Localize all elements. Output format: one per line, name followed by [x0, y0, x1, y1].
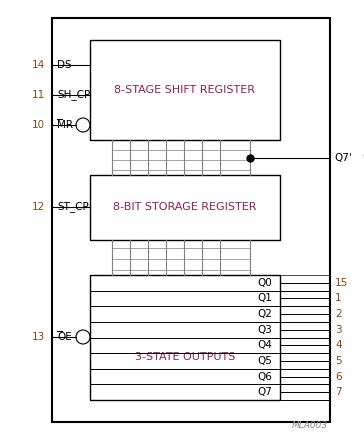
Text: 15: 15 [335, 278, 348, 288]
Text: 5: 5 [335, 356, 342, 366]
Text: Q0: Q0 [258, 278, 272, 288]
Text: 2: 2 [335, 309, 342, 319]
Text: 9: 9 [362, 153, 364, 163]
Bar [90, 40, 280, 140]
Text: Q3: Q3 [258, 325, 272, 335]
Bar [90, 275, 280, 400]
Text: 6: 6 [335, 372, 342, 381]
Text: Q7': Q7' [334, 153, 352, 163]
Text: Q5: Q5 [258, 356, 272, 366]
Text: Q2: Q2 [258, 309, 272, 319]
Text: 10: 10 [32, 120, 45, 130]
Bar [90, 175, 280, 240]
Text: 4: 4 [335, 340, 342, 351]
Text: SH_CP: SH_CP [57, 90, 90, 100]
Text: DS: DS [57, 60, 72, 70]
Bar [52, 18, 330, 422]
Text: MR: MR [57, 120, 73, 130]
Text: 8-BIT STORAGE REGISTER: 8-BIT STORAGE REGISTER [113, 202, 257, 213]
Text: 12: 12 [32, 202, 45, 212]
Text: Q4: Q4 [258, 340, 272, 351]
Text: OE: OE [57, 332, 72, 342]
Text: 8-STAGE SHIFT REGISTER: 8-STAGE SHIFT REGISTER [115, 85, 256, 95]
Text: Q1: Q1 [258, 293, 272, 304]
Text: ST_CP: ST_CP [57, 202, 89, 213]
Text: 11: 11 [32, 90, 45, 100]
Text: Q7: Q7 [258, 387, 272, 397]
Text: 3: 3 [335, 325, 342, 335]
Text: 3-STATE OUTPUTS: 3-STATE OUTPUTS [135, 353, 235, 362]
Text: Q6: Q6 [258, 372, 272, 381]
Text: 14: 14 [32, 60, 45, 70]
Text: MLA003: MLA003 [292, 421, 328, 430]
Text: 7: 7 [335, 387, 342, 397]
Text: 1: 1 [335, 293, 342, 304]
Text: 13: 13 [32, 332, 45, 342]
